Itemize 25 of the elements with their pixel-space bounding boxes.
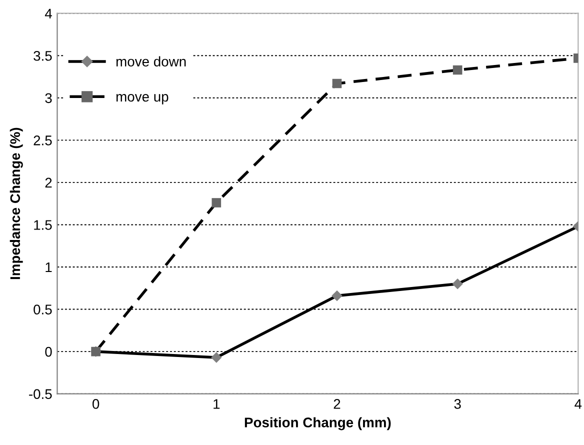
y-tick-label: 0.5 — [34, 304, 52, 314]
y-tick-label: 2 — [45, 178, 52, 188]
y-tick-label: 0 — [45, 346, 52, 357]
x-axis-title: Position Change (mm) — [244, 417, 391, 430]
y-tick-label: 4 — [44, 8, 52, 18]
y-tick-label: 3.5 — [34, 50, 52, 61]
y-tick-label: -0.5 — [29, 389, 52, 399]
point — [212, 198, 222, 208]
y-tick-label: 3 — [45, 93, 52, 104]
x-tick-label: 1 — [214, 399, 220, 409]
legend-label: move down — [116, 56, 186, 66]
y-axis-title: Impedance Change (%) — [10, 128, 23, 280]
x-tick-label: 0 — [92, 399, 100, 409]
x-tick-label: 4 — [574, 399, 582, 409]
x-tick-label: 3 — [454, 399, 461, 409]
x-tick-label: 2 — [334, 399, 340, 409]
point — [332, 290, 342, 302]
y-tick-label: 1 — [46, 262, 52, 272]
point — [452, 65, 462, 75]
y-tick-label: 2.5 — [34, 136, 52, 146]
point — [211, 352, 222, 363]
y-tick-label: 1.5 — [34, 220, 52, 230]
legend-label: move up — [116, 94, 168, 104]
point — [332, 78, 342, 88]
point — [452, 278, 463, 290]
